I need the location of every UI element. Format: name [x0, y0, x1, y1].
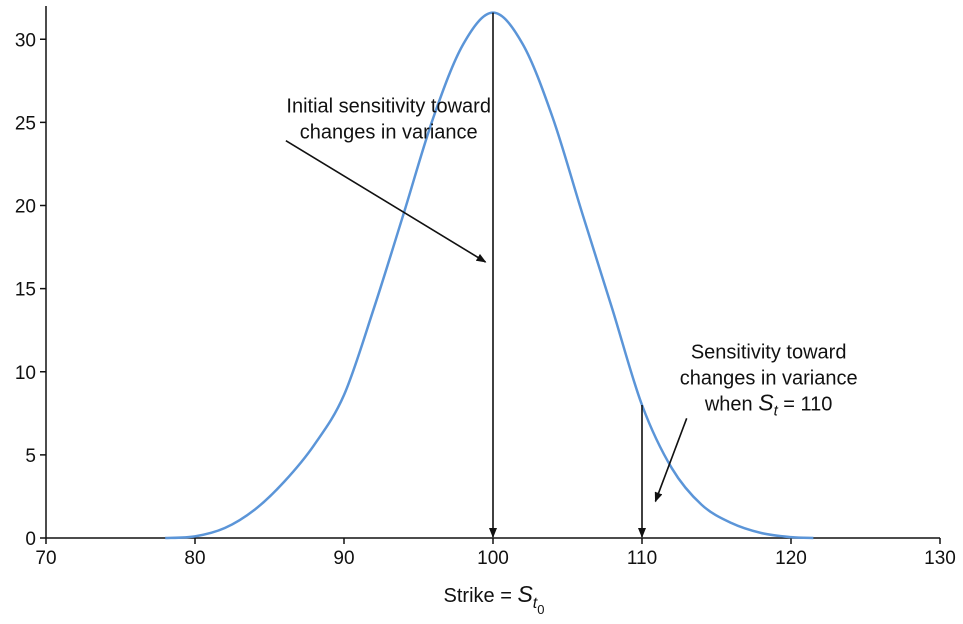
x-axis-label-subscript: t — [533, 595, 538, 612]
y-tick-label: 0 — [25, 529, 36, 550]
x-tick-label: 80 — [184, 548, 205, 569]
annotations: Initial sensitivity toward changes in var… — [285, 95, 858, 503]
annotation-subscript: t — [774, 402, 779, 419]
x-axis-label-symbol: S — [517, 581, 533, 607]
x-axis-label-text: Strike = — [444, 585, 518, 607]
y-tick-label: 15 — [15, 280, 36, 301]
x-axis-label-subsubscript: 0 — [537, 602, 544, 617]
annotation-symbol: S — [758, 389, 774, 415]
series-line — [165, 11, 814, 540]
x-tick-label: 90 — [333, 548, 354, 569]
x-tick-label: 120 — [775, 548, 807, 569]
annotation-arrow — [285, 139, 487, 263]
annotation-line: = 110 — [778, 393, 833, 415]
annotation-line: when — [704, 393, 758, 415]
y-tick-label: 20 — [15, 197, 36, 218]
annotation-arrow — [654, 418, 688, 503]
annotation-line: changes in variance — [300, 121, 478, 143]
x-axis-label: Strike = St0 — [444, 581, 545, 617]
axes: 70 80 90 100 110 120 130 0 5 10 15 20 25 30 — [15, 6, 956, 569]
y-tick-label: 5 — [25, 446, 36, 467]
annotation-line: changes in variance — [680, 367, 858, 389]
annotation-line: Initial sensitivity toward — [286, 95, 491, 117]
annotation-line: Sensitivity toward — [691, 341, 847, 363]
x-tick-label: 110 — [627, 548, 657, 569]
annotation-text: Sensitivity toward changes in variance whe… — [680, 341, 858, 419]
plot-area — [165, 11, 814, 540]
y-tick-label: 25 — [15, 113, 36, 134]
y-tick-label: 30 — [15, 30, 36, 51]
x-tick-label: 130 — [924, 548, 956, 569]
y-tick-label: 10 — [15, 363, 36, 384]
x-tick-label: 70 — [35, 548, 56, 569]
annotation-text: Initial sensitivity toward changes in var… — [286, 95, 491, 143]
x-tick-label: 100 — [477, 548, 509, 569]
